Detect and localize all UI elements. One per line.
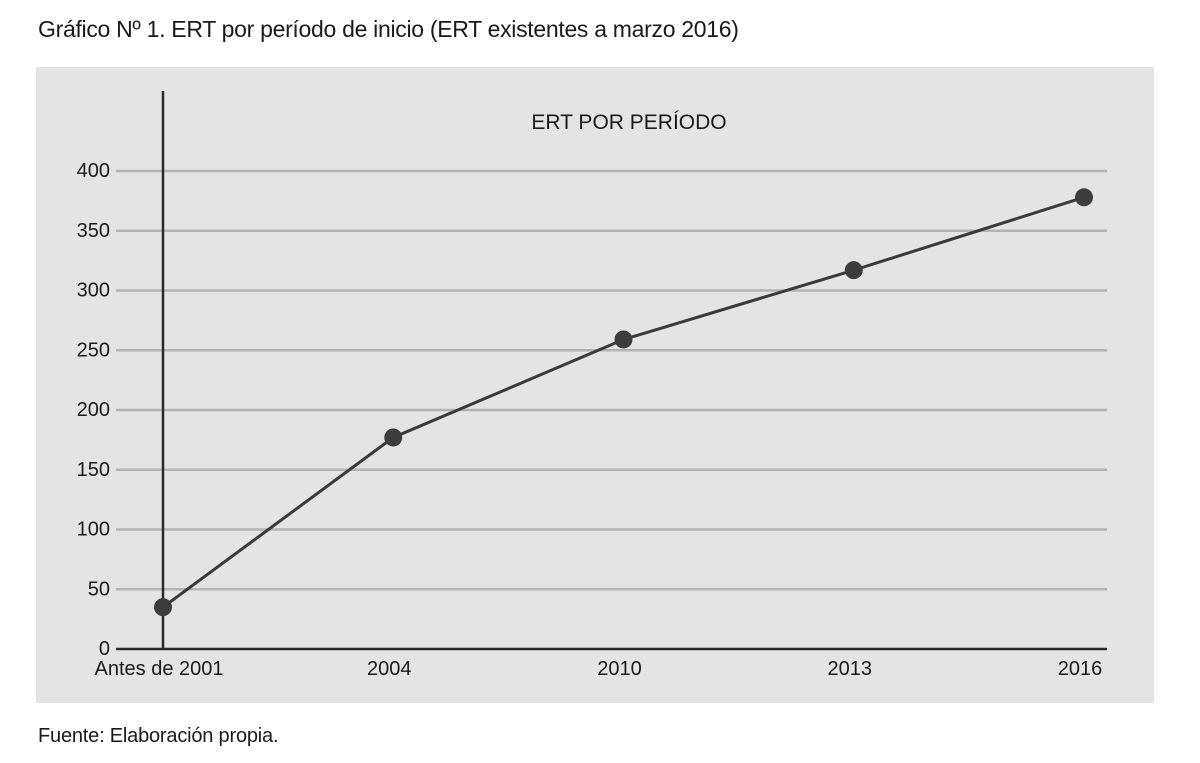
gridlines [116,169,1107,591]
series [154,188,1093,617]
y-tick-label: 0 [99,638,110,660]
y-tick-label: 150 [77,459,110,481]
series-line [162,195,1085,609]
x-tick-label: Antes de 2001 [95,658,224,680]
figure-title: Gráfico Nº 1. ERT por período de inicio … [38,16,739,42]
y-tick-label: 100 [77,519,110,541]
x-tick-label: 2004 [367,658,412,680]
data-point [1075,188,1093,207]
data-point [614,330,633,349]
y-tick-label: 50 [88,578,110,600]
y-tick-label: 250 [77,339,110,361]
y-tick-label: 400 [77,160,110,182]
figure-source: Fuente: Elaboración propia. [38,725,279,747]
chart-title: ERT POR PERÍODO [531,111,726,134]
y-tick-labels: 0 50 100 150 200 250 300 350 400 [77,160,110,660]
chart-panel: ERT POR PERÍODO 0 50 100 150 200 250 300 350 400… [36,67,1154,703]
x-tick-label: 2010 [597,658,642,680]
x-tick-labels: Antes de 2001 2004 2010 2013 2016 [95,658,1103,680]
axes [116,91,1107,651]
x-tick-label: 2013 [828,658,873,680]
y-tick-label: 350 [77,220,110,242]
x-tick-label: 2016 [1058,658,1103,680]
y-tick-label: 200 [77,399,110,421]
y-tick-label: 300 [77,280,110,302]
data-point [844,261,863,280]
line-chart: ERT POR PERÍODO 0 50 100 150 200 250 300 350 400… [77,91,1107,680]
data-point [384,428,403,447]
data-point [154,598,172,617]
